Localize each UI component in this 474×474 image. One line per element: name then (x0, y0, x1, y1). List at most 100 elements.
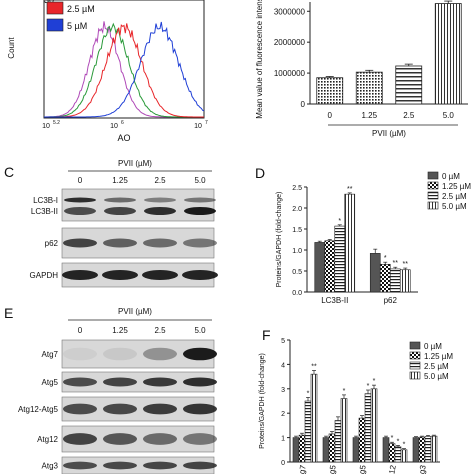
chart-significance: * (384, 255, 387, 262)
blot-band (183, 433, 217, 445)
blot-concentration-label: 2.5 (154, 176, 166, 185)
blot-band (64, 207, 96, 215)
histogram-xtick-1: 10 (42, 123, 50, 130)
chart-ylabel: Proteins/GAPDH (fold-change) (276, 192, 283, 288)
chart-bar (334, 225, 346, 293)
chart-significance: ** (403, 261, 409, 268)
blot-band (63, 403, 97, 415)
histogram-ylabel: Count (7, 37, 16, 59)
chart-significance: * (403, 442, 406, 449)
chart-legend-swatch (427, 181, 439, 190)
blot-band (63, 461, 97, 470)
chart-legend-swatch (409, 361, 421, 370)
chart-f-xtick-label: g5 (357, 464, 368, 474)
histogram-curve-control (44, 21, 204, 118)
chart-b-xtick-label: 1.25 (361, 111, 377, 120)
blot-e-bands: Atg7 Atg5 Atg12-Atg5 Atg12 Atg3 (18, 339, 217, 474)
blot-band (184, 207, 216, 215)
chart-b-ytick-label: 2000000 (274, 38, 306, 47)
chart-bar (310, 373, 318, 463)
chart-f-xtick-label: 12 (387, 464, 398, 474)
chart-bar (412, 437, 420, 463)
legend-label-2-5: 2.5 µM (67, 4, 95, 14)
chart-legend-swatch (427, 191, 439, 200)
blot-band (142, 270, 178, 280)
chart-b-bar (355, 71, 383, 105)
chart-bar (340, 398, 348, 463)
blot-label-lc3b-ii: LC3B-II (31, 207, 58, 216)
blot-label-gapdh: GAPDH (30, 271, 59, 280)
chart-ytick-label: 3 (281, 387, 285, 394)
blot-band (143, 377, 177, 387)
blot-band (104, 207, 136, 215)
chart-ytick-label: 0 (281, 460, 285, 467)
legend-label-5: 5 µM (67, 21, 87, 31)
blot-band (143, 461, 177, 470)
histogram-xtick-3: 10 (194, 123, 202, 130)
histogram-curve-5 (44, 21, 205, 118)
chart-f-xtick-label: g7 (297, 464, 308, 474)
blot-c-header: PVII (µM) (118, 159, 152, 168)
blot-band (63, 377, 97, 387)
blot-band (143, 238, 177, 248)
chart-significance: ** (347, 186, 353, 193)
chart-b-xtick-label: 2.5 (403, 111, 415, 120)
blot-label-p62: p62 (45, 239, 59, 248)
blot-band (183, 377, 217, 387)
blot-e-panel: E PVII (µM) 0 1.25 2.5 5.0 Atg7 Atg5 Atg12-At… (4, 305, 217, 474)
chart-bar (388, 443, 396, 463)
chart-significance: * (338, 218, 341, 225)
blot-label-lc3b-i: LC3B-I (33, 196, 58, 205)
histogram-curves (44, 21, 205, 118)
blot-concentration-label: 1.25 (112, 176, 128, 185)
histogram-xtick-2-exp: 6 (121, 120, 124, 126)
chart-b-ytick-label: 3000000 (274, 7, 306, 16)
chart-ytick-label: 0.5 (292, 269, 302, 276)
blot-band (103, 238, 137, 248)
legend-box-blue (46, 18, 64, 32)
blot-label: Atg5 (42, 378, 59, 387)
chart-ytick-label: 1 (281, 436, 285, 443)
blot-band (182, 270, 218, 280)
blot-c-bands: LC3B-I LC3B-II p62 GAPDH (30, 188, 218, 288)
panel-letter-c: C (4, 164, 14, 180)
blot-band (103, 403, 137, 415)
chart-bar (324, 240, 336, 293)
blot-strip (61, 188, 215, 222)
blot-concentration-label: 5.0 (194, 326, 206, 335)
chart-significance: ** (311, 364, 317, 371)
blot-e-header: PVII (µM) (118, 307, 152, 316)
blot-band (183, 238, 217, 248)
chart-bar (352, 437, 360, 463)
chart-bar (370, 388, 378, 463)
blot-label: Atg12-Atg5 (18, 405, 59, 414)
chart-legend-label: 0 µM (442, 172, 460, 181)
blot-concentration-label: 5.0 (194, 176, 206, 185)
chart-significance: * (397, 438, 400, 445)
chart-bar (382, 437, 390, 463)
blot-label: Atg12 (37, 435, 58, 444)
chart-f-xtick-label: g5 (327, 464, 338, 474)
chart-bar (328, 433, 336, 463)
chart-b-bar (434, 3, 462, 105)
histogram-frame (43, 0, 205, 119)
chart-bar (394, 446, 402, 463)
blot-band (103, 347, 137, 361)
chart-legend-label: 1.25 µM (424, 352, 453, 361)
chart-bar (399, 269, 411, 293)
chart-b-ylabel: Mean value of fluorescence intensity (255, 0, 264, 119)
panel-letter-d: D (255, 165, 265, 181)
chart-legend-swatch (409, 351, 421, 360)
blot-band (64, 197, 96, 203)
chart-d-xtick-label: LC3B-II (321, 296, 348, 305)
histogram-curve-1-25 (44, 22, 204, 118)
blot-band (63, 433, 97, 445)
chart-ytick-label: 5 (281, 338, 285, 345)
chart-b-ytick-label: 1000000 (274, 69, 306, 78)
chart-ytick-label: 2.0 (292, 206, 302, 213)
chart-bar (389, 268, 401, 293)
blot-label: Atg3 (42, 462, 59, 471)
chart-ytick-label: 2.5 (292, 185, 302, 192)
